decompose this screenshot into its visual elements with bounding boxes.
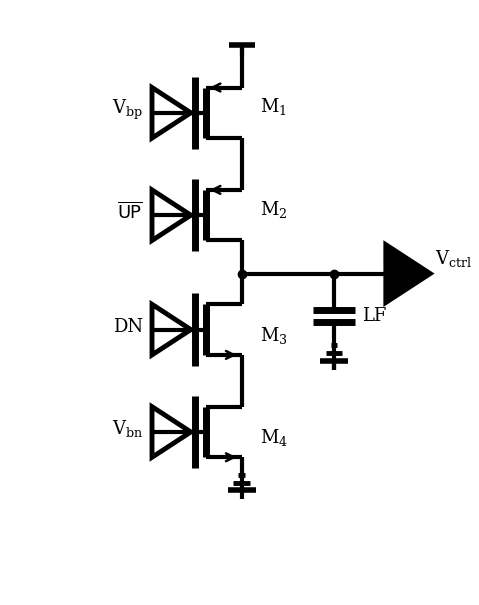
Text: M$\mathregular{_3}$: M$\mathregular{_3}$ [260,325,288,346]
Text: M$\mathregular{_1}$: M$\mathregular{_1}$ [260,96,287,117]
Text: $\overline{\mathrm{UP}}$: $\overline{\mathrm{UP}}$ [117,202,143,223]
Polygon shape [152,304,191,355]
Text: LF: LF [362,307,386,325]
Polygon shape [386,244,430,302]
Text: DN: DN [113,318,143,336]
Text: M$\mathregular{_2}$: M$\mathregular{_2}$ [260,198,287,220]
Polygon shape [152,190,191,240]
Text: V$\mathregular{_{ctrl}}$: V$\mathregular{_{ctrl}}$ [435,248,472,269]
Polygon shape [152,407,191,457]
Text: V$\mathregular{_{bp}}$: V$\mathregular{_{bp}}$ [112,97,143,122]
Polygon shape [152,88,191,138]
Text: V$\mathregular{_{bn}}$: V$\mathregular{_{bn}}$ [112,419,143,439]
Text: M$\mathregular{_4}$: M$\mathregular{_4}$ [260,428,288,448]
